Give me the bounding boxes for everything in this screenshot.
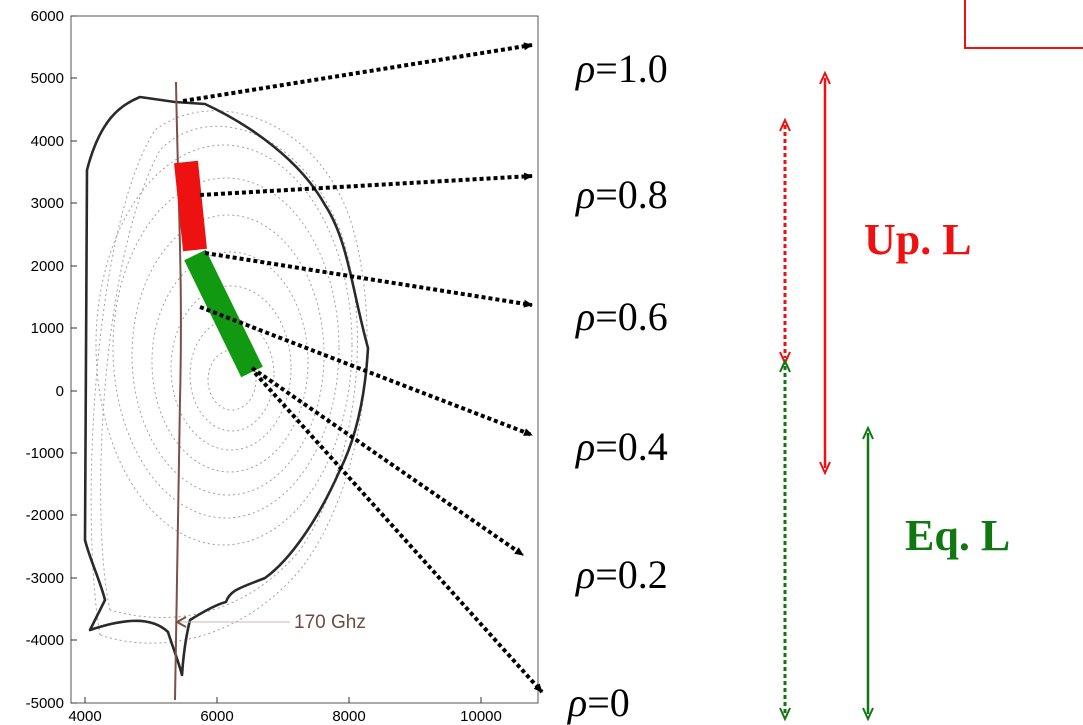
plot-panel: 6000 5000 4000 3000 2000 1000 0 -1000 -2… [26,8,539,725]
y-tick-label: 6000 [31,8,64,25]
arrow-rho-1.0 [182,42,533,103]
y-tick-label: -2000 [26,507,64,524]
y-tick-label: 3000 [31,195,64,212]
y-tick-label: 1000 [31,320,64,337]
arrow-rho-0.4 [199,305,533,437]
flux-surfaces [90,110,368,644]
x-axis: 4000 6000 8000 10000 [68,697,502,725]
x-tick-label: 6000 [200,708,233,725]
rho-mapping-arrows [182,42,544,694]
red-box-fragment [964,0,1083,49]
y-axis: 6000 5000 4000 3000 2000 1000 0 -1000 -2… [26,8,77,712]
rho-label: ρ=0.4 [574,424,668,469]
arrow-rho-0.2 [250,366,525,557]
upper-launcher-deposition [174,160,207,252]
y-tick-label: -3000 [26,570,64,587]
plot-frame [70,15,539,704]
beam-frequency-label: 170 Ghz [294,612,366,633]
rho-label: ρ=0.8 [574,172,668,217]
range-arrows [785,78,868,714]
x-tick-label: 8000 [332,708,365,725]
rho-label: ρ=0.6 [574,294,668,339]
x-tick-label: 10000 [460,708,502,725]
rho-label: ρ=0 [566,680,630,725]
equatorial-launcher-label: Eq. L [905,511,1010,560]
equatorial-launcher-deposition [184,249,263,378]
x-tick-label: 4000 [68,708,101,725]
y-tick-label: -1000 [26,445,64,462]
y-tick-label: -5000 [26,695,64,712]
beam-marker-icon [174,616,187,628]
arrow-rho-0.8 [199,172,533,197]
rho-label: ρ=0.2 [574,552,668,597]
rho-label: ρ=1.0 [574,46,668,91]
arrow-rho-0.6 [204,251,533,308]
plasma-boundary [83,95,370,677]
y-tick-label: 2000 [31,258,64,275]
rho-labels: ρ=1.0 ρ=0.8 ρ=0.6 ρ=0.4 ρ=0.2 ρ=0 [566,46,668,725]
upper-launcher-label: Up. L [864,215,972,264]
y-tick-label: 5000 [31,70,64,87]
y-tick-label: 4000 [31,133,64,150]
y-tick-label: -4000 [26,632,64,649]
y-tick-label: 0 [56,383,64,400]
arrow-rho-0 [253,371,544,694]
